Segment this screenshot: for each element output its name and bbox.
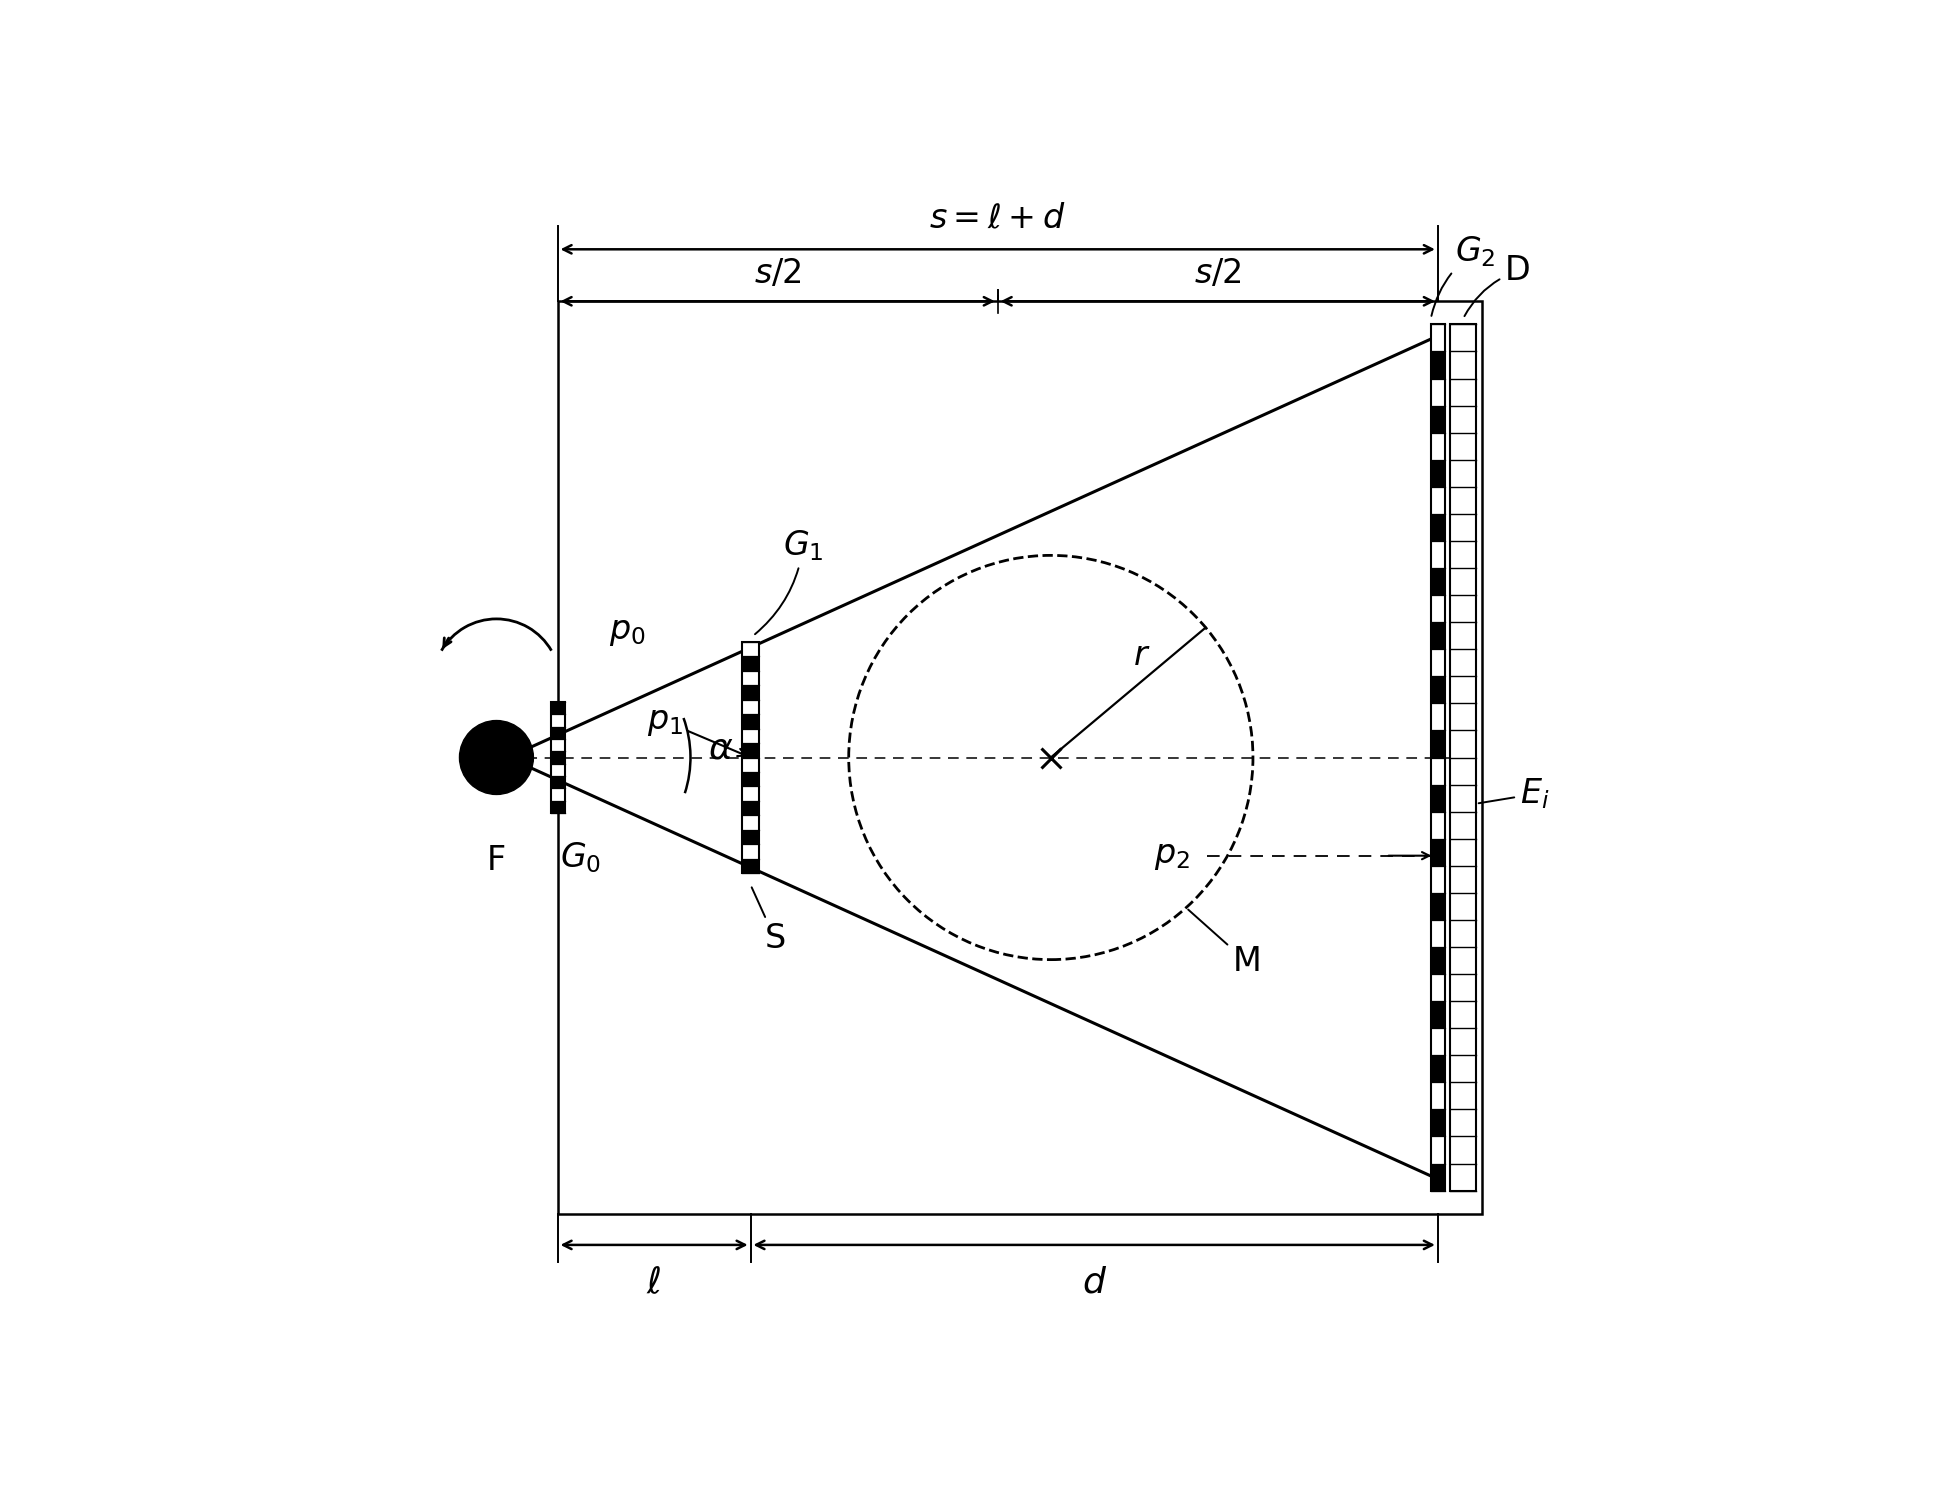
Bar: [551, 776, 565, 789]
Bar: [1430, 730, 1443, 758]
Bar: [1430, 622, 1443, 650]
Bar: [551, 726, 565, 740]
Bar: [1430, 351, 1443, 378]
Bar: [551, 702, 565, 714]
Bar: [742, 686, 758, 699]
Bar: [1449, 324, 1475, 1191]
Text: $s/2$: $s/2$: [754, 256, 801, 290]
Text: $\alpha$: $\alpha$: [707, 732, 732, 765]
Text: $p_2$: $p_2$: [1153, 839, 1188, 872]
Bar: [557, 302, 1480, 1214]
Bar: [1430, 568, 1443, 596]
Bar: [1430, 1000, 1443, 1028]
Text: M: M: [1188, 909, 1260, 978]
Bar: [742, 656, 758, 670]
Bar: [1430, 324, 1443, 1191]
Text: $G_0$: $G_0$: [559, 840, 600, 876]
Bar: [1430, 1110, 1443, 1137]
Text: D: D: [1463, 255, 1529, 316]
Circle shape: [460, 720, 534, 795]
Text: F: F: [487, 844, 506, 877]
Bar: [742, 830, 758, 844]
Bar: [742, 859, 758, 873]
Bar: [742, 801, 758, 816]
Text: r: r: [1134, 639, 1147, 672]
Bar: [1430, 1056, 1443, 1083]
Text: $E_i$: $E_i$: [1479, 777, 1549, 812]
Bar: [1430, 839, 1443, 866]
Bar: [742, 714, 758, 729]
Bar: [1430, 784, 1443, 812]
Text: S: S: [752, 888, 785, 956]
Bar: [551, 752, 565, 764]
Text: $G_2$: $G_2$: [1430, 234, 1494, 316]
Bar: [1430, 459, 1443, 488]
Bar: [1430, 405, 1443, 432]
Text: $s=\ell+d$: $s=\ell+d$: [929, 202, 1066, 236]
Bar: [1430, 892, 1443, 920]
Bar: [1430, 946, 1443, 974]
Bar: [1430, 1164, 1443, 1191]
Bar: [1430, 514, 1443, 541]
Bar: [551, 702, 565, 813]
Text: $p_1$: $p_1$: [647, 705, 746, 756]
Bar: [742, 742, 758, 758]
Bar: [1430, 676, 1443, 703]
Bar: [551, 801, 565, 813]
Text: $d$: $d$: [1081, 1266, 1106, 1299]
Text: $G_1$: $G_1$: [754, 528, 824, 634]
Text: $p_0$: $p_0$: [608, 615, 645, 648]
Bar: [742, 642, 758, 873]
Text: $\ell$: $\ell$: [647, 1266, 662, 1299]
Text: $s/2$: $s/2$: [1194, 256, 1241, 290]
Bar: [742, 772, 758, 786]
